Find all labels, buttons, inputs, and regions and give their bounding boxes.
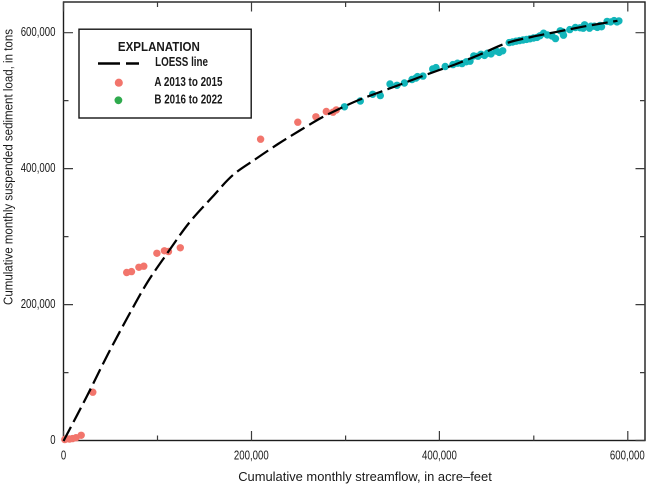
svg-text:EXPLANATION: EXPLANATION (118, 40, 200, 54)
svg-text:200,000: 200,000 (21, 296, 56, 311)
svg-text:600,000: 600,000 (610, 447, 645, 462)
svg-text:A 2013 to 2015: A 2013 to 2015 (154, 75, 222, 89)
svg-text:0: 0 (61, 447, 66, 462)
svg-text:B 2016 to 2022: B 2016 to 2022 (154, 93, 222, 107)
svg-text:Cumulative monthly streamflow,: Cumulative monthly streamflow, in acre–f… (238, 469, 492, 484)
svg-text:200,000: 200,000 (234, 447, 269, 462)
svg-text:0: 0 (50, 432, 55, 447)
svg-text:600,000: 600,000 (21, 24, 56, 39)
svg-text:400,000: 400,000 (21, 160, 56, 175)
svg-text:400,000: 400,000 (422, 447, 457, 462)
svg-text:Cumulative monthly suspended s: Cumulative monthly suspended sediment lo… (1, 29, 16, 305)
svg-text:LOESS line: LOESS line (155, 55, 208, 69)
